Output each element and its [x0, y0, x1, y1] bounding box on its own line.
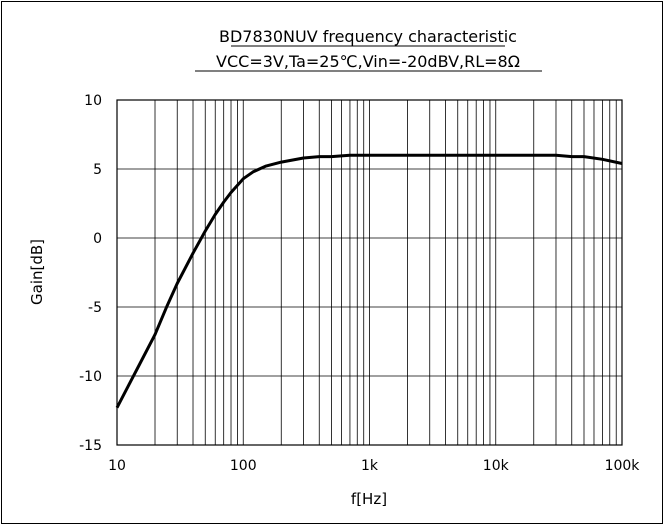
x-tick-label: 10 — [108, 458, 126, 474]
y-axis-label: Gain[dB] — [28, 239, 46, 305]
tick-labels: 10 100 1k 10k 100k 10 5 0 -5 -10 -15 — [79, 93, 640, 474]
x-tick-label: 100k — [605, 458, 641, 474]
gain-curve — [115, 153, 623, 409]
y-tick-label: 5 — [93, 162, 102, 178]
grid — [117, 100, 622, 445]
x-tick-label: 100 — [230, 458, 257, 474]
y-tick-label: -15 — [79, 438, 102, 454]
chart-subtitle: VCC=3V,Ta=25℃,Vin=-20dBV,RL=8Ω — [216, 52, 520, 71]
y-tick-label: -10 — [79, 369, 102, 385]
y-tick-label: 10 — [84, 93, 102, 109]
y-tick-label: 0 — [93, 231, 102, 247]
x-tick-label: 10k — [483, 458, 510, 474]
x-tick-label: 1k — [361, 458, 379, 474]
y-tick-label: -5 — [88, 300, 102, 316]
x-axis-label: f[Hz] — [351, 490, 387, 508]
chart-title: BD7830NUV frequency characteristic — [219, 27, 517, 46]
plot-area — [116, 99, 623, 446]
